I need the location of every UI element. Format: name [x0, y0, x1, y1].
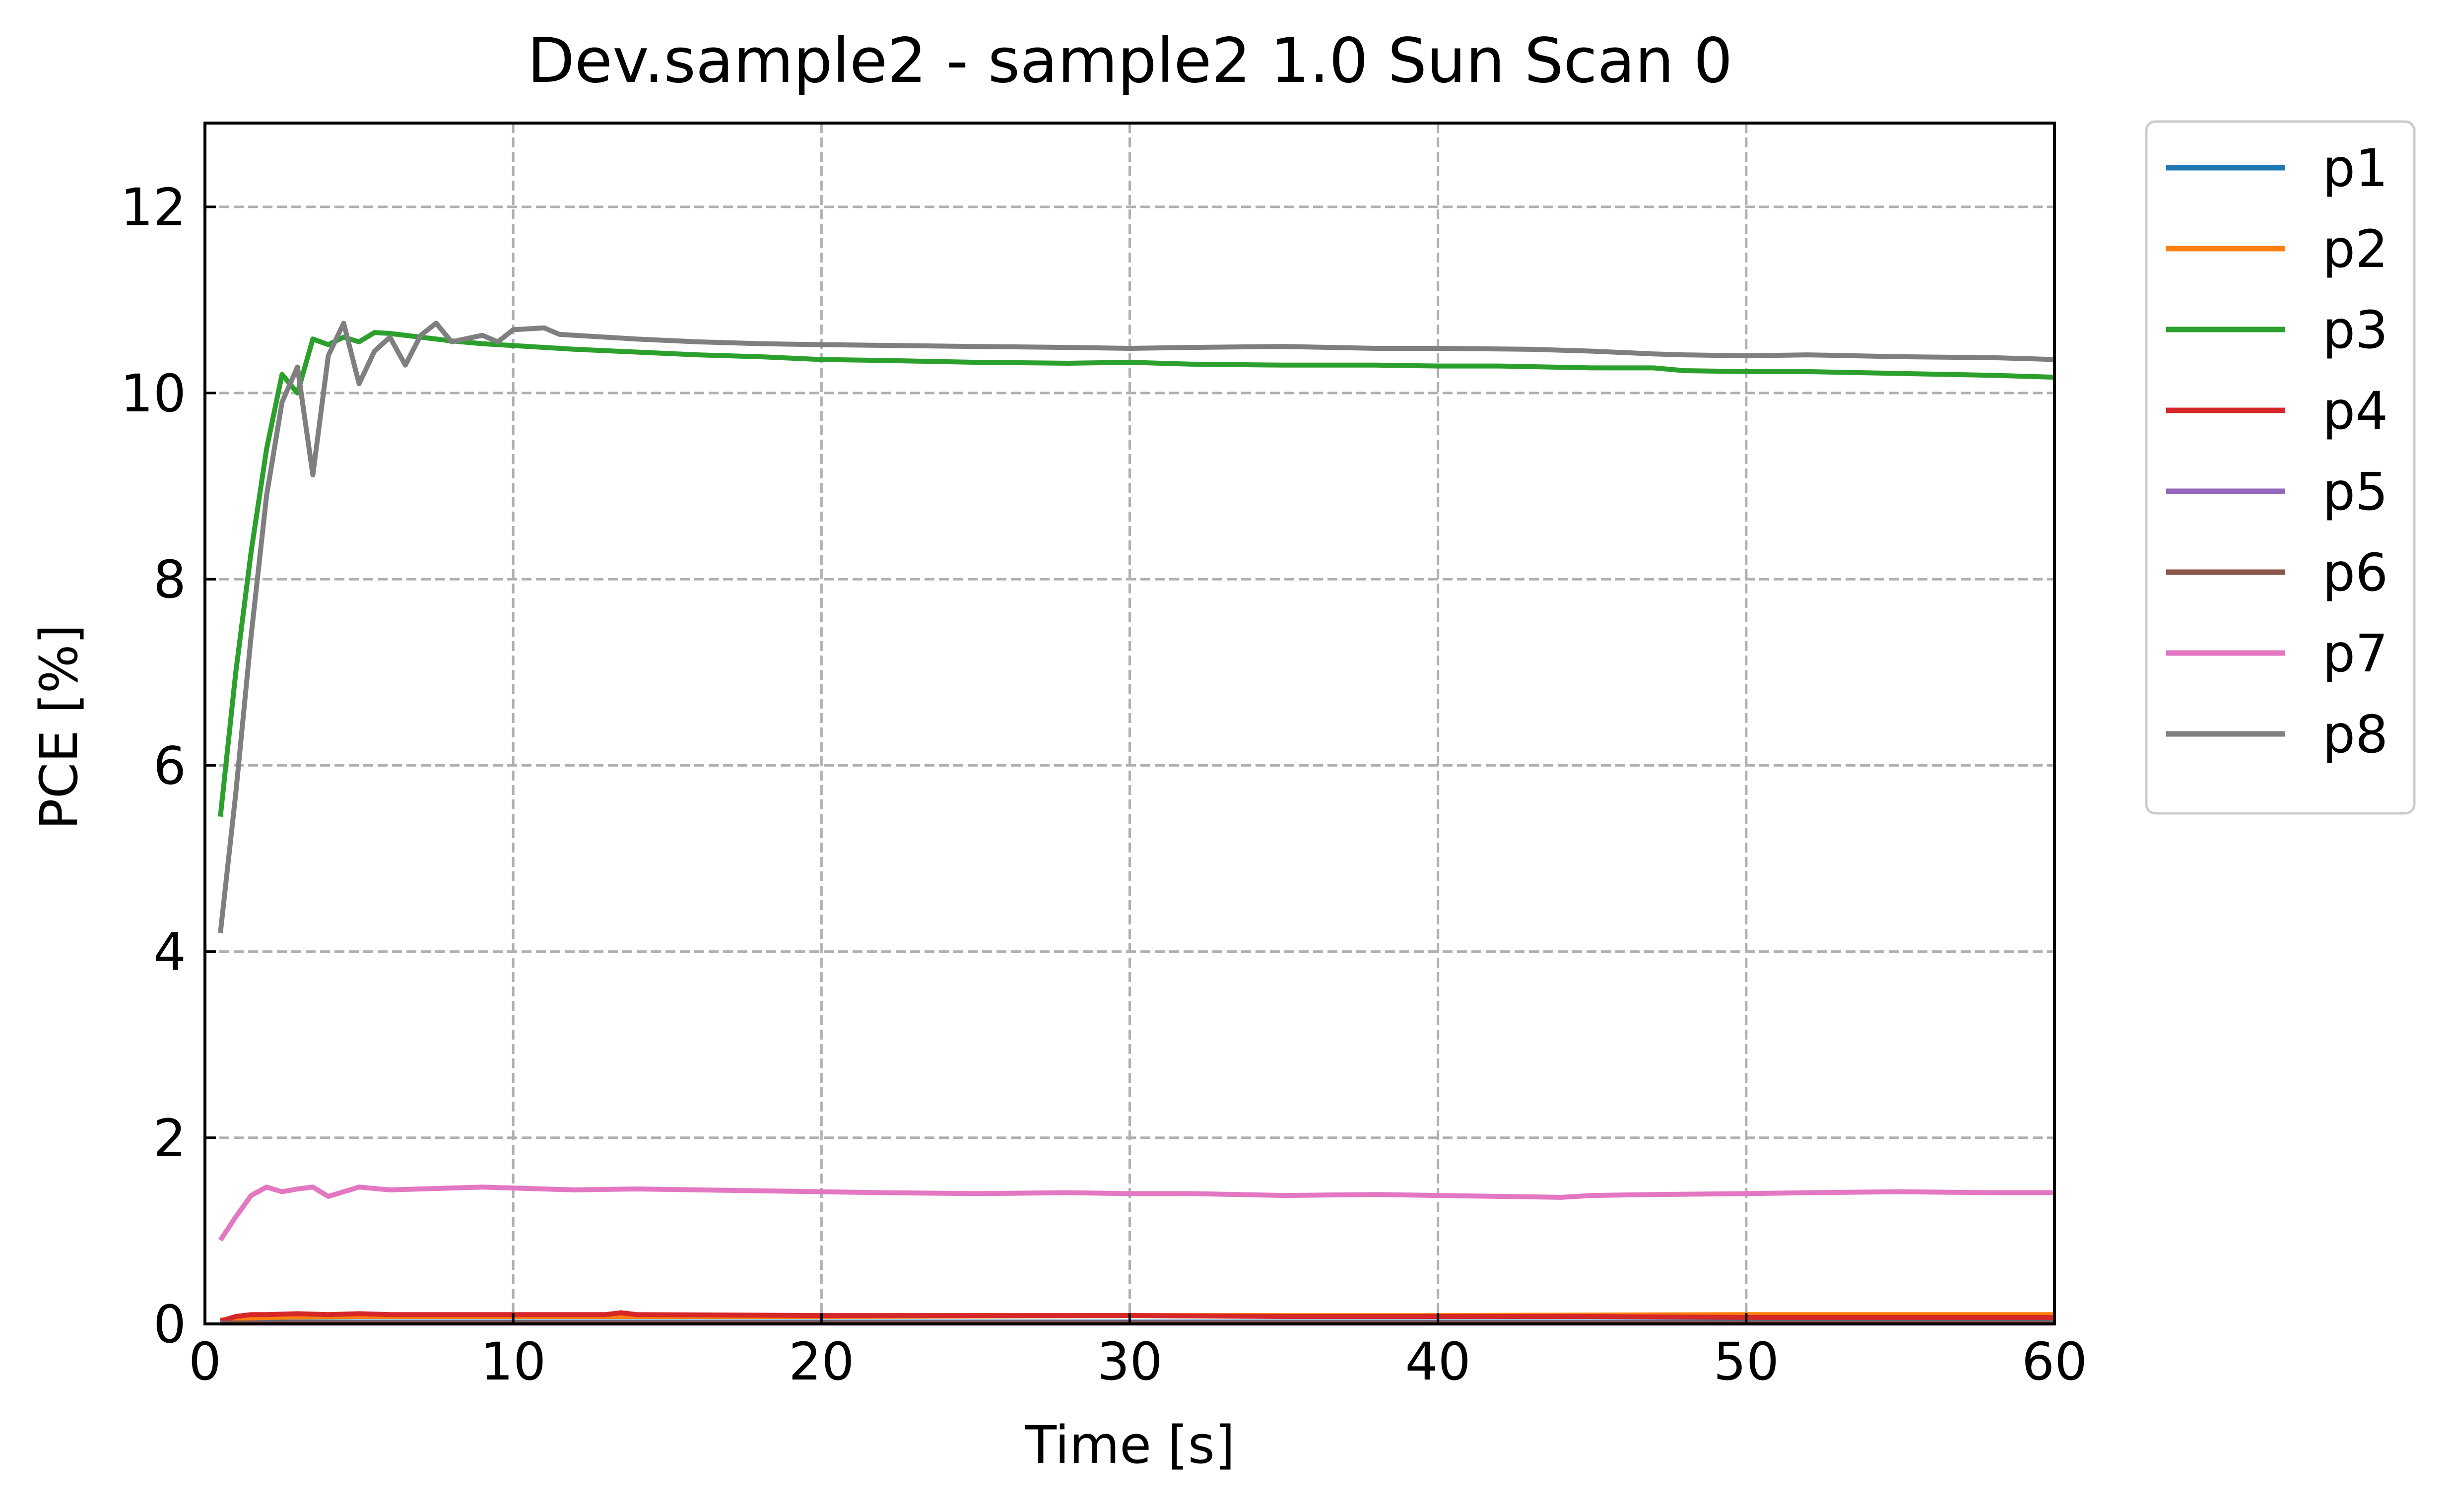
- x-tick-label: 0: [189, 1331, 221, 1392]
- y-tick-label: 8: [153, 549, 186, 610]
- series-line-p3: [218, 330, 2055, 817]
- x-tick-label: 60: [2022, 1331, 2087, 1392]
- x-tick-label: 20: [789, 1331, 854, 1392]
- y-tick-label: 2: [153, 1108, 186, 1169]
- y-tick-label: 4: [153, 922, 186, 983]
- x-tick-label: 10: [480, 1331, 546, 1392]
- y-tick-label: 0: [153, 1294, 186, 1355]
- series-line-p8: [218, 321, 2055, 933]
- legend-label-p1: p1: [2322, 138, 2388, 198]
- axes: 0 10 20 30 40 50 60 0 2 4 6 8 10 12: [121, 122, 2087, 1392]
- legend-label-p4: p4: [2322, 381, 2388, 441]
- legend-label-p6: p6: [2322, 542, 2388, 603]
- legend-label-p7: p7: [2322, 623, 2388, 684]
- x-axis-label: Time [s]: [1025, 1415, 1235, 1475]
- y-tick-label: 12: [121, 177, 186, 238]
- legend-label-p3: p3: [2322, 300, 2388, 360]
- x-tick-label: 50: [1714, 1331, 1779, 1392]
- x-tick-label: 40: [1405, 1331, 1470, 1392]
- legend-label-p5: p5: [2322, 461, 2388, 522]
- y-tick-label: 10: [121, 363, 186, 424]
- y-axis-label: PCE [%]: [29, 624, 89, 830]
- legend-label-p8: p8: [2322, 704, 2388, 765]
- chart-title: Dev.sample2 - sample2 1.0 Sun Scan 0: [527, 25, 1732, 97]
- legend-label-p2: p2: [2322, 219, 2388, 279]
- series-line-p7: [218, 1184, 2054, 1242]
- y-tick-label: 6: [153, 735, 186, 796]
- legend: p1 p2 p3 p4 p5 p6 p7 p8: [2145, 120, 2416, 815]
- x-tick-label: 30: [1097, 1331, 1162, 1392]
- legend-box: [2145, 120, 2416, 815]
- series-line-p4: [219, 1310, 2054, 1324]
